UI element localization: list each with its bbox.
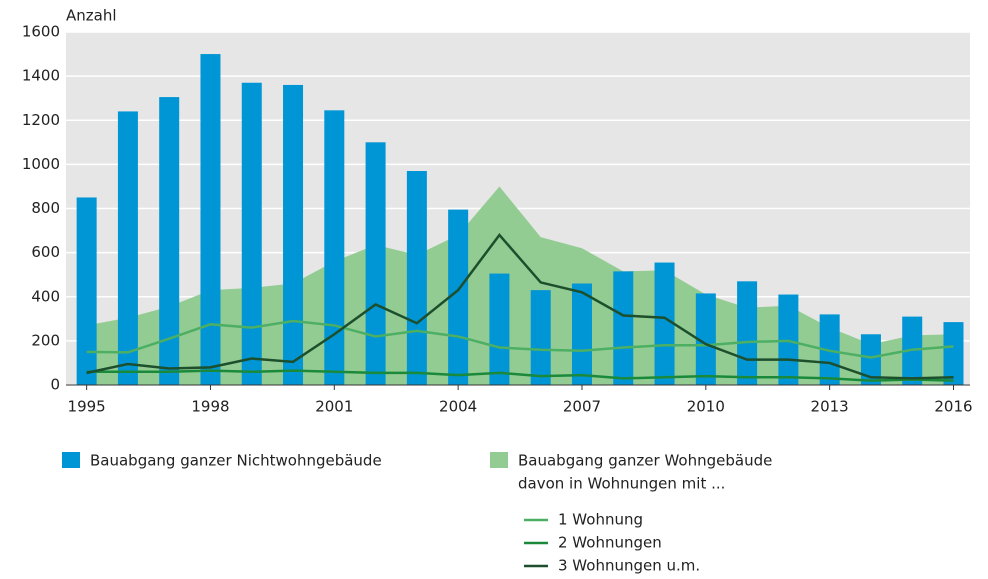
bar <box>860 334 881 385</box>
bar <box>737 281 758 385</box>
bar <box>159 97 180 385</box>
bar <box>241 82 262 386</box>
bar <box>695 293 716 385</box>
x-tick-label: 2010 <box>687 398 725 416</box>
x-tick-label: 2013 <box>811 398 849 416</box>
y-tick-label: 1400 <box>22 67 60 85</box>
line <box>86 319 954 359</box>
y-tick-label: 1200 <box>22 111 60 129</box>
bar <box>943 322 964 385</box>
y-tick-label: 800 <box>31 199 60 217</box>
bar <box>654 262 675 385</box>
bar <box>613 271 634 385</box>
x-tick-label: 2004 <box>439 398 477 416</box>
bar <box>571 283 592 385</box>
legend-label: Bauabgang ganzer Wohngebäude <box>518 452 772 470</box>
x-tick-label: 2016 <box>934 398 972 416</box>
bar <box>489 273 510 385</box>
bar <box>200 54 221 385</box>
y-tick-label: 400 <box>31 287 60 305</box>
legend-label: Bauabgang ganzer Nichtwohngebäude <box>90 452 382 470</box>
bar <box>448 209 469 385</box>
legend-label: 3 Wohnungen u.m. <box>558 557 700 575</box>
bar <box>365 142 386 385</box>
bar <box>117 111 138 386</box>
y-tick-label: 200 <box>31 331 60 349</box>
bar <box>283 84 304 385</box>
line <box>86 232 954 380</box>
legend-note: davon in Wohnungen mit ... <box>518 475 725 493</box>
bar <box>76 197 97 385</box>
line <box>86 369 954 382</box>
bar <box>530 290 551 385</box>
bar <box>406 170 427 385</box>
x-tick-label: 2007 <box>563 398 601 416</box>
y-tick-label: 0 <box>50 376 60 394</box>
area <box>86 186 954 385</box>
legend-swatch <box>490 452 508 468</box>
bar <box>324 110 345 386</box>
x-tick-label: 1995 <box>68 398 106 416</box>
y-tick-label: 1600 <box>22 23 60 41</box>
legend-label: 2 Wohnungen <box>558 534 662 552</box>
legend-label: 1 Wohnung <box>558 511 643 529</box>
y-tick-label: 1000 <box>22 155 60 173</box>
y-tick-label: 600 <box>31 243 60 261</box>
y-axis-label: Anzahl <box>66 7 117 25</box>
legend-swatch <box>62 452 80 468</box>
x-tick-label: 1998 <box>191 398 229 416</box>
x-tick-label: 2001 <box>315 398 353 416</box>
